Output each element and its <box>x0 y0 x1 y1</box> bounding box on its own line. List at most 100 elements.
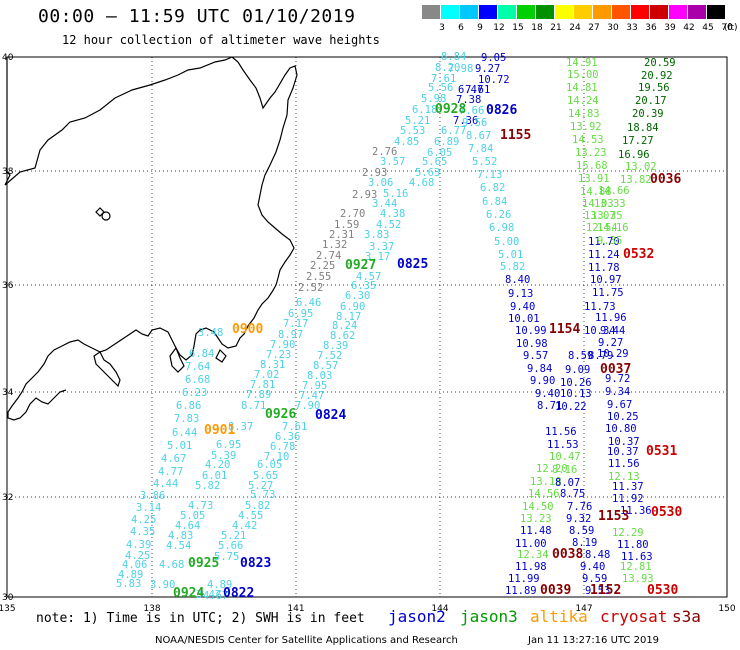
pass-time-label: 0037 <box>600 362 631 377</box>
wave-height-value: 5.65 <box>253 470 278 482</box>
wave-height-value: 13.18 <box>530 476 562 488</box>
scale-swatch <box>688 5 706 19</box>
wave-height-value: 7.13 <box>477 169 502 181</box>
wave-height-value: 4.68 <box>159 559 184 571</box>
wave-height-value: 10.72 <box>478 74 510 86</box>
wave-height-value: 9.35 <box>597 235 622 247</box>
wave-height-value: 4.44 <box>153 478 178 490</box>
wave-height-value: 5.52 <box>472 156 497 168</box>
wave-height-value: 17.27 <box>622 135 654 147</box>
pass-time-label: 0530 <box>651 505 682 520</box>
wave-height-value: 11.99 <box>508 573 540 585</box>
scale-swatch <box>574 5 592 19</box>
wave-height-value: 6.95 <box>216 439 241 451</box>
lon-label: 138 <box>143 604 160 614</box>
wave-height-value: 13.91 <box>578 173 610 185</box>
wave-height-value: 9.40 <box>510 301 535 313</box>
pass-time-label: 0925 <box>188 556 219 571</box>
wave-height-value: 4.42 <box>232 520 257 532</box>
wave-height-value: 10.80 <box>605 423 637 435</box>
scale-label: 45 <box>702 23 714 33</box>
wave-height-value: 9.05 <box>481 52 506 64</box>
scale-label: 6 <box>458 23 464 33</box>
wave-height-value: 8.03 <box>307 370 332 382</box>
wave-height-value: 9.40 <box>580 561 605 573</box>
wave-height-value: 8.79 <box>588 350 613 362</box>
wave-height-value: 3.06 <box>368 177 393 189</box>
timestamp: Jan 11 13:27:16 UTC 2019 <box>528 635 660 646</box>
pass-time-label: 0038 <box>552 547 583 562</box>
wave-height-value: 5.98 <box>421 93 446 105</box>
pass-time-label: 1152 <box>590 583 621 598</box>
pass-time-label: 1153 <box>598 509 629 524</box>
wave-height-value: 2.70 <box>340 208 365 220</box>
wave-height-value: 9.84 <box>527 363 552 375</box>
scale-label: 21 <box>550 23 562 33</box>
scale-swatch <box>498 5 516 19</box>
scale-label: 30 <box>607 23 619 33</box>
wave-height-value: 8.97 <box>278 329 303 341</box>
wave-height-value: 3.44 <box>372 198 397 210</box>
wave-height-value: 5.27 <box>248 480 273 492</box>
satellite-altika: altika <box>530 607 588 626</box>
pass-time-label: 0901 <box>204 423 235 438</box>
page-subtitle: 12 hour collection of altimeter wave hei… <box>62 33 380 47</box>
wave-height-value: 5.39 <box>211 450 236 462</box>
pass-time-label: 0530 <box>647 583 678 598</box>
wave-height-value: 5.16 <box>383 188 408 200</box>
wave-height-value: 8.67 <box>466 130 491 142</box>
wave-height-value: 4.25 <box>131 514 156 526</box>
wave-height-value: 11.73 <box>584 301 616 313</box>
wave-height-value: 7.90 <box>295 400 320 412</box>
wave-height-value: 9.27 <box>475 63 500 75</box>
wave-height-value: 3.48 <box>198 327 223 339</box>
scale-swatch <box>517 5 535 19</box>
wave-height-value: 9.40 <box>535 388 560 400</box>
wave-height-value: 13.33 <box>594 198 626 210</box>
wave-height-value: 11.56 <box>608 458 640 470</box>
wave-height-value: 10.26 <box>560 377 592 389</box>
scale-swatch <box>555 5 573 19</box>
credit-line: NOAA/NESDIS Center for Satellite Applica… <box>155 635 458 646</box>
pass-time-label: 1155 <box>500 128 531 143</box>
wave-height-value: 9.44 <box>600 325 625 337</box>
wave-height-value: 14.03 <box>582 198 614 210</box>
wave-height-value: 13.23 <box>575 147 607 159</box>
wave-height-value: 7.38 <box>456 94 481 106</box>
wave-height-value: 4.64 <box>175 520 200 532</box>
wave-height-value: 20.17 <box>635 95 667 107</box>
wave-height-value: 10.22 <box>555 401 587 413</box>
wave-height-value: 13.92 <box>570 121 602 133</box>
wave-height-value: 20.39 <box>632 108 664 120</box>
wave-height-value: 8.71 <box>537 400 562 412</box>
wave-height-value: 7.10 <box>264 451 289 463</box>
scale-swatch <box>631 5 649 19</box>
wave-height-value: 5.53 <box>400 125 425 137</box>
scale-swatch <box>593 5 611 19</box>
wave-height-value: 6.18 <box>412 104 437 116</box>
wave-height-value: 8.57 <box>313 360 338 372</box>
wave-height-value: 5.21 <box>221 530 246 542</box>
wave-height-value: 11.96 <box>595 312 627 324</box>
wave-height-value: 14.66 <box>598 185 630 197</box>
wave-height-value: 6.90 <box>340 301 365 313</box>
wave-height-value: 3.47 <box>196 589 221 601</box>
wave-height-value: 8.75 <box>560 488 585 500</box>
wave-height-value: 4.39 <box>126 539 151 551</box>
wave-height-value: 6.05 <box>427 147 452 159</box>
wave-height-value: 3.14 <box>136 502 161 514</box>
wave-height-value: 1.59 <box>334 219 359 231</box>
wave-height-value: 4.89 <box>207 579 232 591</box>
wave-height-value: 10.37 <box>607 446 639 458</box>
wave-height-value: 11.36 <box>620 505 652 517</box>
wave-height-value: 7.61 <box>431 73 456 85</box>
wave-height-value: 2.25 <box>310 260 335 272</box>
wave-height-value: 7.52 <box>317 350 342 362</box>
wave-height-value: 5.63 <box>415 167 440 179</box>
wave-height-value: 3.83 <box>364 229 389 241</box>
wave-height-value: 4.57 <box>356 271 381 283</box>
wave-height-value: 7.81 <box>250 379 275 391</box>
scale-swatch <box>422 5 440 19</box>
lon-label: 141 <box>287 604 304 614</box>
